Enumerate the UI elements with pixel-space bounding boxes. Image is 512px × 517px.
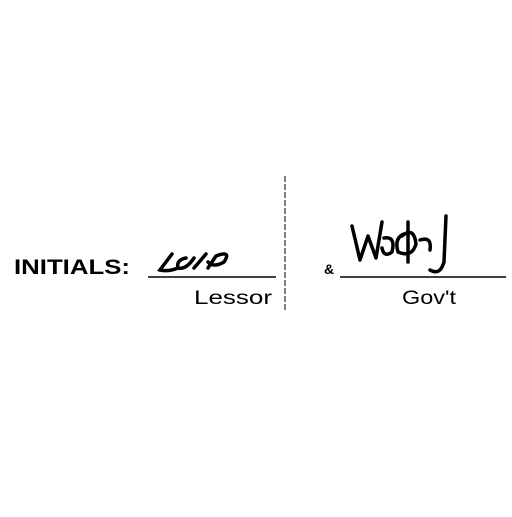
government-signature [350,214,448,274]
lessor-caption: Lessor [194,288,273,309]
initials-label: INITIALS: [14,256,130,279]
separator: & [324,261,334,277]
lessor-signature [157,252,229,273]
government-caption: Gov't [402,288,457,309]
